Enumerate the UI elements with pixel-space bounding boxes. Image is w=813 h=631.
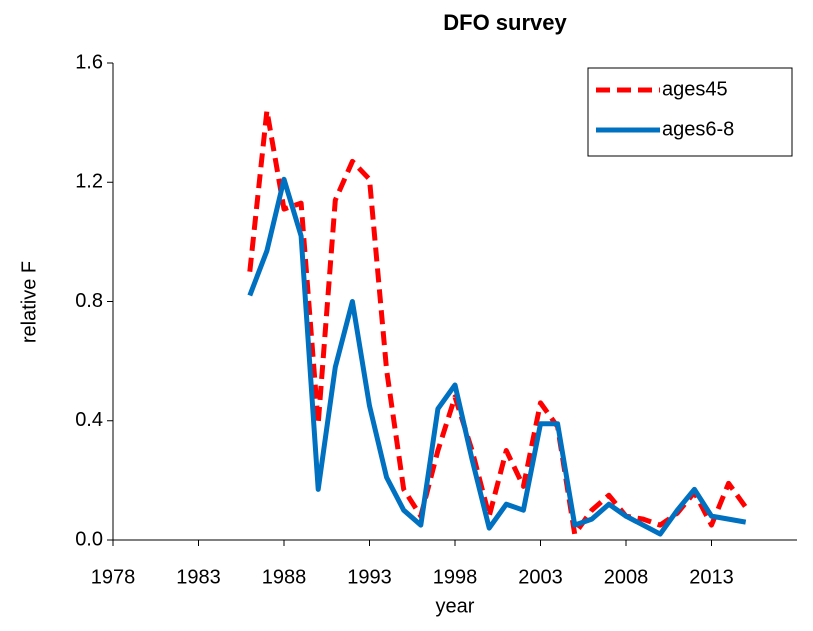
y-tick-label: 0.4 xyxy=(75,409,103,431)
legend-label: ages6-8 xyxy=(662,118,734,140)
legend: ages45 ages6-8 xyxy=(587,67,793,157)
series-line xyxy=(247,108,748,537)
legend-label: ages45 xyxy=(662,78,728,100)
x-axis-label: year xyxy=(436,595,475,617)
y-tick-label: 0.0 xyxy=(75,528,103,550)
x-tick-label: 1988 xyxy=(262,566,307,588)
series-line xyxy=(247,176,747,537)
x-tick-label: 1998 xyxy=(433,566,478,588)
chart-title: DFO survey xyxy=(443,10,567,35)
y-axis-label: relative F xyxy=(18,261,40,343)
y-tick-label: 1.2 xyxy=(75,171,103,193)
x-tick-label: 1983 xyxy=(176,566,221,588)
x-tick-label: 2013 xyxy=(689,566,734,588)
x-tick-label: 1993 xyxy=(347,566,392,588)
x-tick-label: 1978 xyxy=(91,566,136,588)
x-tick-label: 2003 xyxy=(518,566,563,588)
y-tick-label: 1.6 xyxy=(75,51,103,73)
y-tick-label: 0.8 xyxy=(75,290,103,312)
legend-box xyxy=(587,67,793,157)
x-tick-label: 2008 xyxy=(604,566,649,588)
